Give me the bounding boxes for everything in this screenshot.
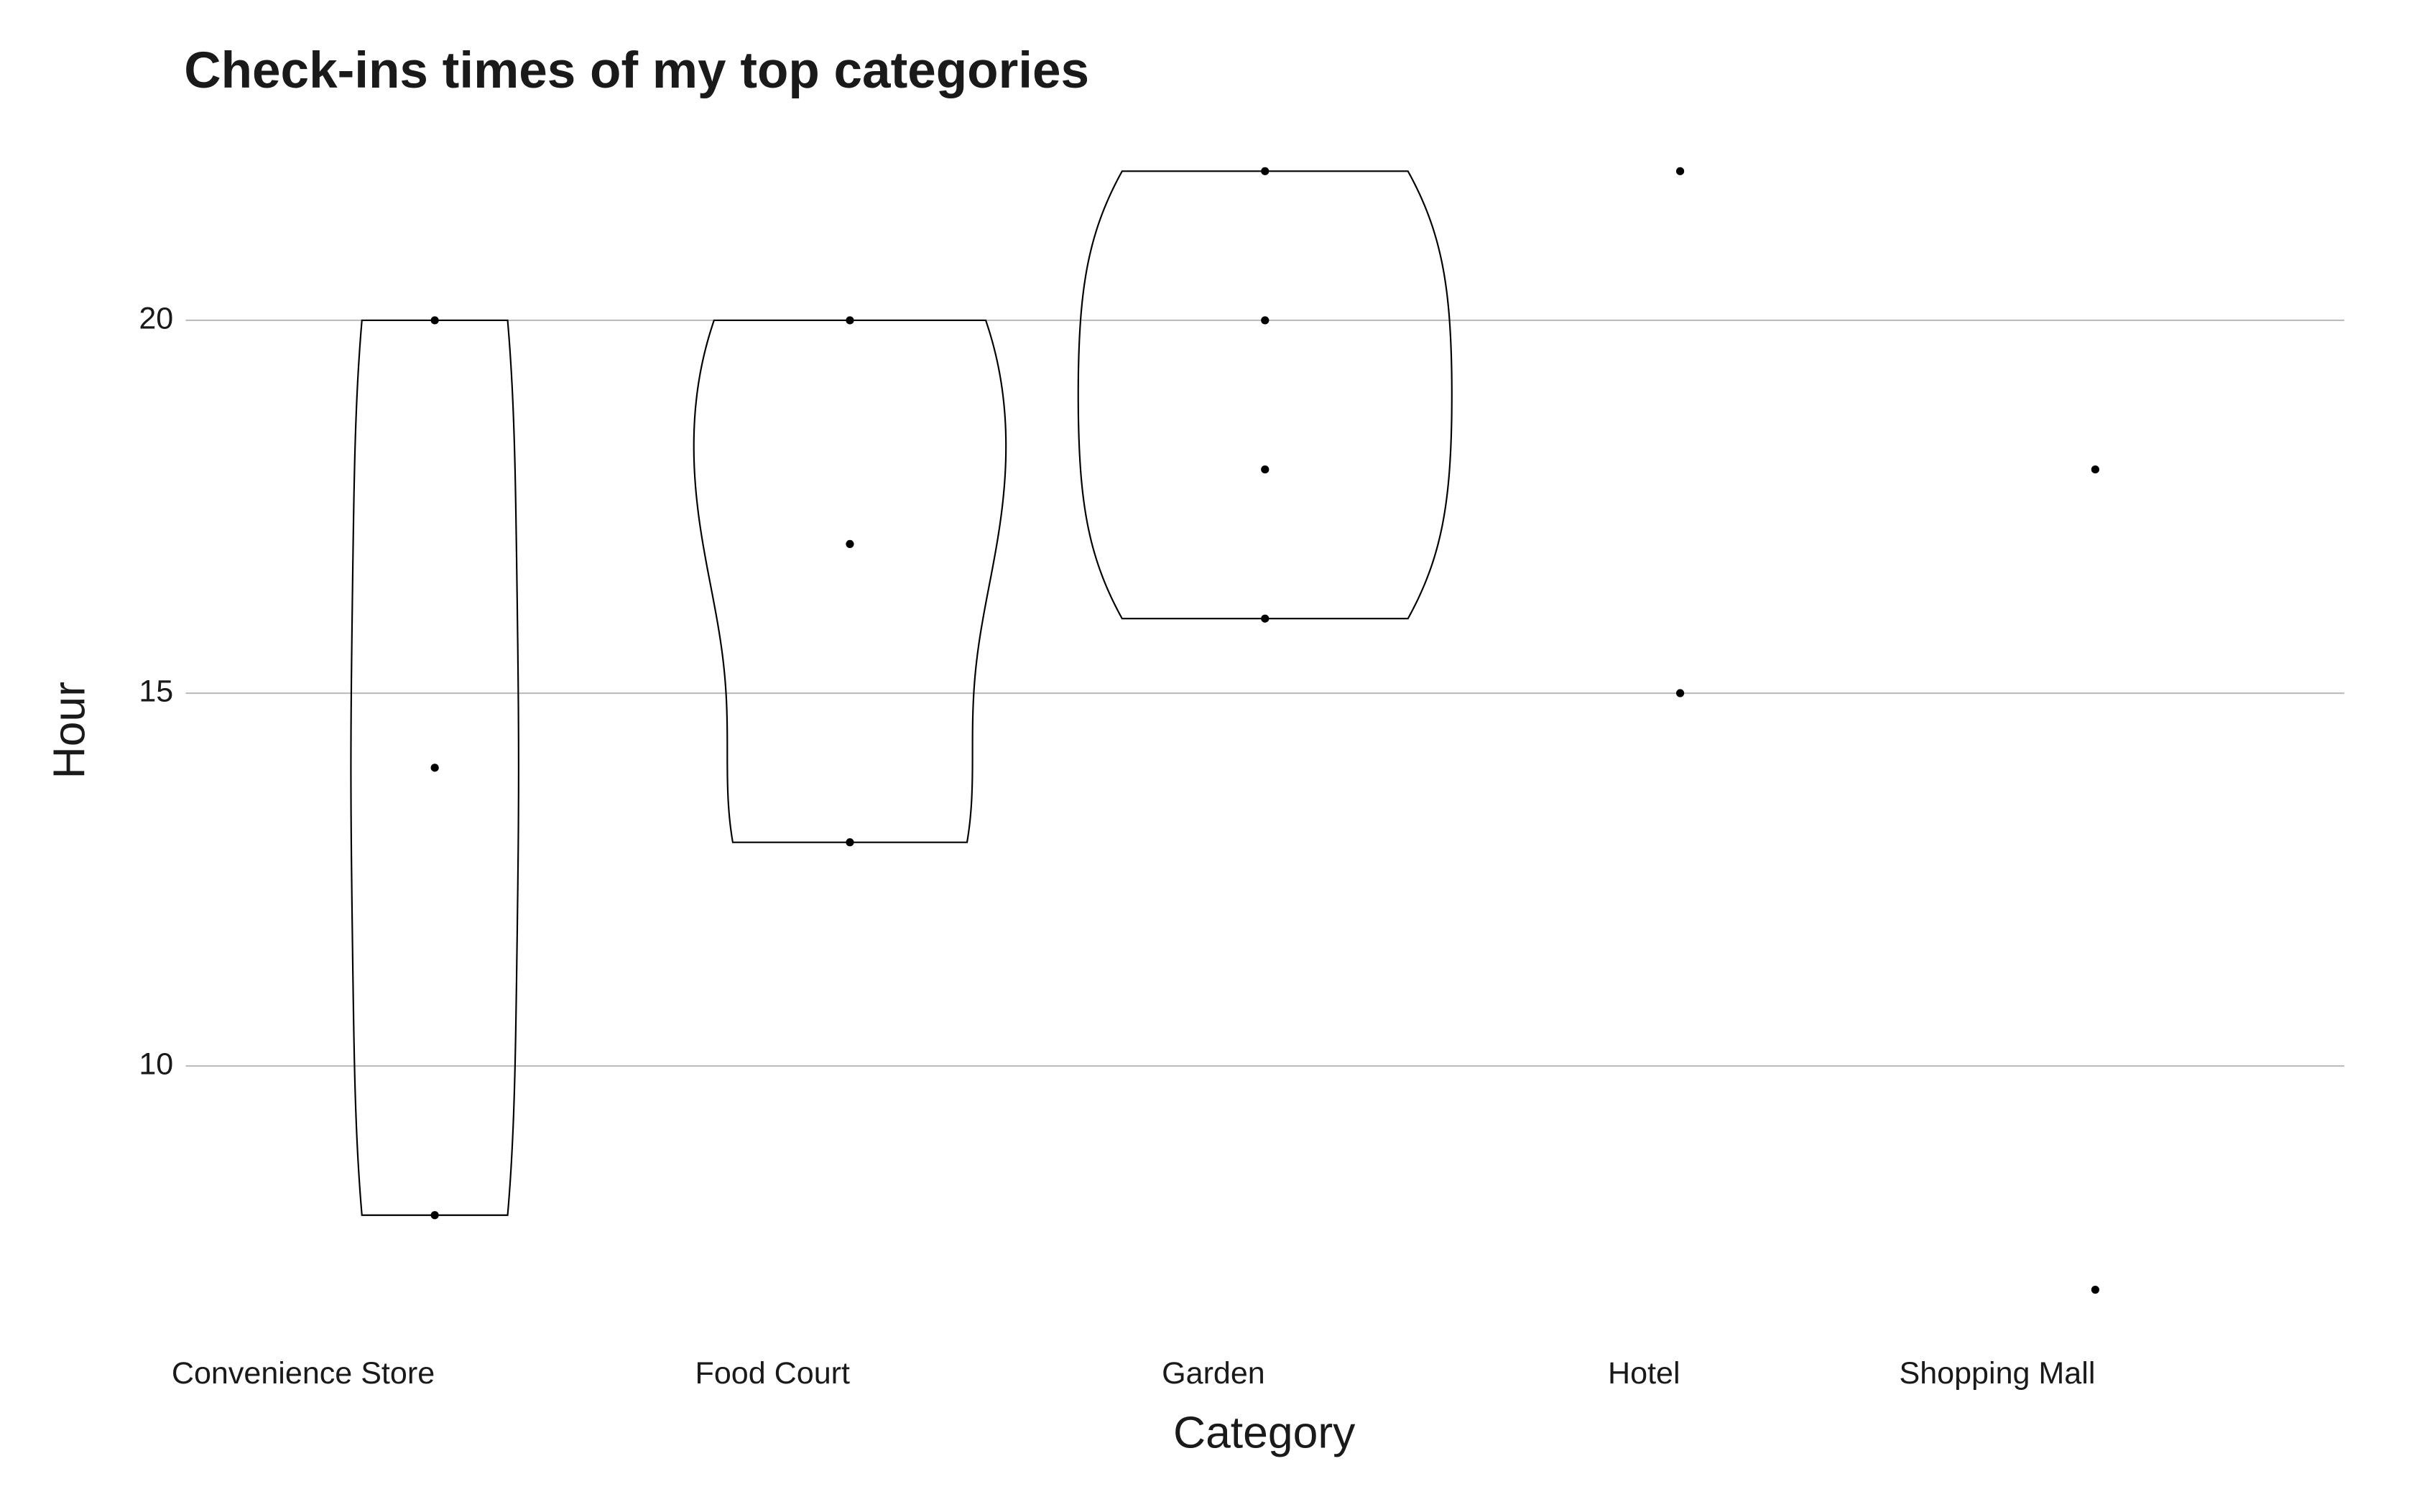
violin [350, 319, 519, 1216]
data-point [1261, 465, 1270, 474]
data-point [846, 539, 854, 548]
x-tick-label: Food Court [695, 1356, 850, 1391]
data-point [1261, 167, 1270, 175]
data-point [2091, 1285, 2099, 1294]
violin [1077, 170, 1453, 620]
data-point [1261, 614, 1270, 623]
y-axis-title: Hour [45, 682, 95, 779]
chart-title: Check-ins times of my top categories [184, 42, 1089, 99]
data-point [2091, 465, 2099, 474]
x-axis-title: Category [1173, 1407, 1356, 1457]
x-tick-label: Shopping Mall [1899, 1356, 2095, 1391]
data-point [1675, 689, 1685, 697]
x-tick-label: Garden [1162, 1356, 1265, 1391]
violin [693, 319, 1007, 843]
x-tick-label: Convenience Store [172, 1356, 435, 1391]
y-tick-label: 20 [139, 301, 173, 335]
data-point [430, 764, 439, 772]
y-tick-label: 10 [139, 1047, 173, 1081]
data-point [846, 838, 854, 847]
data-point [430, 1211, 439, 1220]
data-point [1675, 167, 1685, 175]
data-point [430, 316, 439, 325]
x-tick-label: Hotel [1608, 1356, 1680, 1391]
data-point [846, 316, 854, 325]
data-point [1261, 316, 1270, 325]
y-tick-label: 15 [139, 674, 173, 708]
